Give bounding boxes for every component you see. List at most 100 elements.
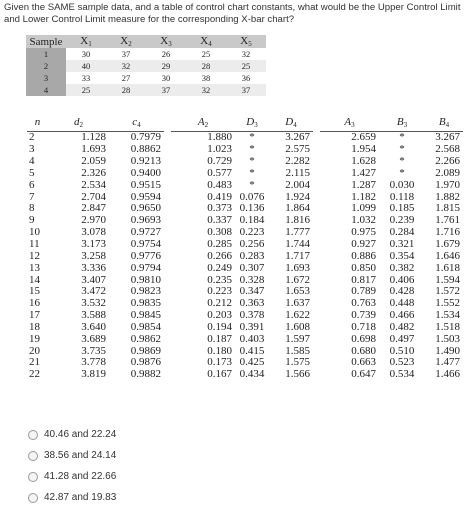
constants-cell: 1.182 [351, 190, 376, 203]
constants-cell: 0.739 [351, 309, 376, 322]
constants-cell: 0.030 [389, 178, 415, 191]
constants-cell: 1.466 [435, 368, 460, 381]
constants-cell: 1.693 [81, 143, 106, 156]
constants-cell: 0.434 [239, 368, 265, 381]
column-gap [313, 227, 320, 239]
constants-cell: 3.078 [81, 226, 106, 239]
constants-cell: 0.9862 [130, 332, 161, 345]
constants-cell: 0.9727 [130, 226, 161, 239]
constants-row: 7 2.704 0.9594 0.419 0.076 1.924 1.182 0.118 1.8… [27, 191, 463, 203]
column-gap [164, 322, 171, 334]
constants-row: 6 2.534 0.9515 0.483 * 2.004 1.287 0.030 1.970 [27, 179, 463, 191]
column-gap [313, 286, 320, 298]
radio-button[interactable] [28, 471, 38, 482]
constants-cell: 0.212 [207, 297, 232, 310]
constants-cell: * [249, 131, 255, 144]
constants-row: 18 3.640 0.9854 0.194 0.391 1.608 0.718 0.482 1.… [27, 320, 463, 334]
sample-value: 32 [241, 49, 251, 59]
constants-cell: 1.566 [285, 368, 310, 381]
constants-cell: 0.9650 [130, 202, 161, 215]
constants-cell: 0.167 [207, 368, 232, 381]
constants-header-row: n d2 c4 A2 D3 D4 A3 B3 B4 [27, 113, 463, 132]
constants-cell: 1.777 [285, 226, 310, 239]
constants-cell: 0.9835 [130, 297, 161, 310]
sample-value: 30 [161, 73, 171, 83]
answer-option[interactable]: 40.46 and 22.24 [28, 424, 116, 445]
answer-option[interactable]: 38.56 and 24.14 [28, 445, 116, 466]
constants-cell: 1.128 [81, 131, 106, 144]
column-gap [164, 369, 171, 381]
constants-cell: 0.285 [207, 238, 232, 251]
constants-cell: 1.552 [435, 297, 460, 310]
answer-option[interactable]: 41.28 and 22.66 [28, 466, 116, 487]
column-gap [164, 310, 171, 322]
answer-option[interactable]: 42.87 and 19.83 [28, 487, 116, 508]
constants-cell: 0.9823 [130, 285, 161, 298]
sample-value: 30 [81, 49, 91, 59]
constants-row: 17 3.588 0.9845 0.203 0.378 1.622 0.739 0.466 1.… [27, 310, 463, 322]
constants-cell: 0.185 [389, 202, 415, 215]
constants-row: 8 2.847 0.9650 0.373 0.136 1.864 1.099 0.185 1.8… [27, 203, 463, 215]
column-gap [164, 191, 171, 203]
constants-cell: 1.618 [435, 261, 460, 274]
answer-option-label: 40.46 and 22.24 [44, 429, 117, 440]
constants-cell: 0.7979 [130, 131, 161, 144]
constants-cell: 0.378 [239, 309, 265, 322]
constants-cell: 0.239 [389, 214, 415, 227]
column-gap [164, 227, 171, 239]
sample-number: 1 [26, 48, 66, 60]
radio-button[interactable] [28, 429, 38, 440]
constants-cell: 2.575 [285, 143, 310, 156]
constants-cell: 5 [29, 166, 35, 179]
constants-cell: 0.328 [239, 273, 265, 286]
column-gap [164, 262, 171, 274]
constants-cell: * [399, 143, 405, 156]
radio-button[interactable] [28, 492, 38, 503]
constants-cell: 1.693 [285, 261, 310, 274]
constants-cell: 0.9754 [130, 238, 161, 251]
constants-cell: 1.672 [285, 273, 310, 286]
constants-header: n [27, 113, 48, 132]
constants-cell: 0.9776 [130, 249, 161, 262]
constants-header: A2 [171, 113, 235, 132]
column-gap [164, 179, 171, 191]
constants-cell: 0.180 [207, 344, 232, 357]
constants-header: B4 [425, 113, 463, 132]
x1-header: X1 [66, 35, 106, 48]
answer-option-label: 41.28 and 22.66 [44, 471, 117, 482]
constants-cell: 0.363 [239, 297, 265, 310]
constants-cell: 1.099 [351, 202, 376, 215]
constants-cell: 0.203 [207, 309, 232, 322]
constants-cell: 18 [29, 320, 40, 333]
control-chart-constants-table: n d2 c4 A2 D3 D4 A3 B3 B4 2 1.128 0.7979 1.880 * 3.26… [27, 113, 463, 381]
constants-cell: 12 [29, 249, 40, 262]
constants-cell: 0.223 [239, 226, 265, 239]
constants-cell: 0.266 [207, 249, 232, 262]
radio-button[interactable] [28, 450, 38, 461]
constants-cell: 0.9693 [130, 214, 161, 227]
constants-row: 19 3.689 0.9862 0.187 0.403 1.597 0.698 0.497 1.… [27, 333, 463, 345]
constants-cell: 0.718 [351, 320, 376, 333]
constants-cell: 2.115 [285, 166, 310, 179]
column-gap [313, 113, 320, 132]
constants-cell: 0.347 [239, 285, 265, 298]
sample-value: 37 [146, 84, 186, 96]
column-gap [313, 262, 320, 274]
column-gap [164, 333, 171, 345]
constants-cell: 0.9854 [130, 320, 161, 333]
constants-cell: 0.249 [207, 261, 232, 274]
x3-header: X3 [146, 35, 186, 48]
constants-cell: 10 [29, 226, 40, 239]
constants-cell: 0.415 [239, 344, 265, 357]
constants-cell: 0.763 [351, 297, 376, 310]
constants-cell: 3.778 [81, 356, 106, 369]
constants-cell: 3.258 [81, 249, 106, 262]
column-gap [313, 179, 320, 191]
constants-cell: 3.267 [435, 131, 460, 144]
constants-cell: 1.970 [435, 178, 460, 191]
column-gap [313, 333, 320, 345]
column-gap [313, 132, 320, 144]
constants-cell: 9 [29, 214, 35, 227]
column-gap [313, 215, 320, 227]
constants-cell: 0.136 [239, 202, 265, 215]
